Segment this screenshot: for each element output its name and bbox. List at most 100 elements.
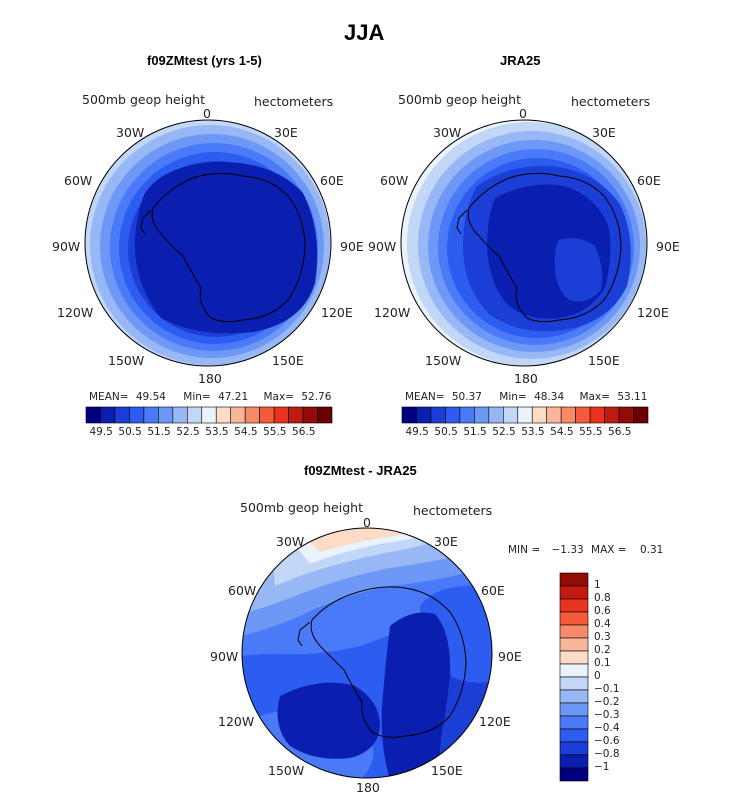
d-lon-180: 180 — [356, 780, 380, 795]
diff-units-label: hectometers — [413, 503, 493, 518]
colorbar-swatch — [430, 406, 446, 424]
p1-lon-90e: 90E — [340, 239, 364, 254]
colorbar-swatch — [215, 406, 232, 424]
diff-colorbar-swatch — [559, 689, 589, 704]
diff-colorbar-tick-label: −0.1 — [594, 683, 620, 695]
p2-lon-150w: 150W — [425, 353, 462, 368]
p2-max-label: Max= — [579, 391, 610, 403]
colorbar-tick-label: 52.5 — [492, 426, 516, 438]
colorbar-swatch — [416, 406, 432, 424]
diff-colorbar-ticks: 1 0.8 0.6 0.4 0.3 0.2 0.1 0 −0.1 −0.2 −0.3 −0.4 −0.6… — [594, 573, 654, 781]
colorbar-tick-label: 50.5 — [118, 426, 142, 438]
panel1-variable-label: 500mb geop height — [82, 92, 205, 107]
panel2-stats: MEAN= 50.37 Min= 48.34 Max= 53.11 — [405, 391, 647, 403]
p2-mean-value: 50.37 — [451, 391, 482, 403]
p2-lon-30e: 30E — [592, 125, 616, 140]
colorbar-swatch — [129, 406, 145, 424]
panel1-colorbar — [85, 406, 333, 424]
diff-colorbar — [559, 572, 589, 782]
colorbar-swatch — [502, 406, 519, 424]
colorbar-swatch — [186, 406, 203, 424]
colorbar-swatch — [546, 406, 562, 424]
colorbar-tick-label: 54.5 — [550, 426, 574, 438]
diff-colorbar-swatch — [559, 767, 589, 782]
colorbar-swatch — [445, 406, 461, 424]
p1-lon-60w: 60W — [64, 173, 93, 188]
p1-lon-30w: 30W — [116, 125, 145, 140]
colorbar-swatch — [201, 406, 217, 424]
d-lon-0: 0 — [363, 515, 371, 530]
diff-colorbar-tick-label: −0.2 — [594, 696, 620, 708]
d-lon-30w: 30W — [276, 534, 305, 549]
d-lon-90w: 90W — [210, 649, 239, 664]
diff-colorbar-swatch — [559, 585, 589, 600]
colorbar-swatch — [517, 406, 533, 424]
p2-lon-180: 180 — [514, 371, 538, 386]
colorbar-swatch — [158, 406, 174, 424]
page-title: JJA — [344, 20, 385, 45]
p2-lon-120w: 120W — [374, 305, 411, 320]
colorbar-swatch — [560, 406, 576, 424]
diff-colorbar-tick-label: 0.2 — [594, 644, 611, 656]
p1-mean-value: 49.54 — [135, 391, 166, 403]
diff-max-value: 0.31 — [639, 544, 664, 556]
p1-lon-60e: 60E — [320, 173, 344, 188]
colorbar-tick-label: 49.5 — [89, 426, 113, 438]
panel1-units-label: hectometers — [254, 94, 334, 109]
p1-lon-120e: 120E — [321, 305, 353, 320]
colorbar-tick-label: 56.5 — [292, 426, 316, 438]
colorbar-swatch — [488, 406, 504, 424]
diff-subtitle: f09ZMtest - JRA25 — [304, 463, 417, 478]
p1-lon-120w: 120W — [57, 305, 94, 320]
p2-min-label: Min= — [499, 391, 527, 403]
diff-colorbar-swatch — [559, 702, 589, 717]
p2-max-value: 53.11 — [617, 391, 648, 403]
d-lon-150e: 150E — [431, 763, 463, 778]
p1-max-value: 52.76 — [301, 391, 332, 403]
diff-max-label: MAX = — [591, 544, 627, 556]
colorbar-swatch — [85, 406, 101, 424]
colorbar-swatch — [401, 406, 417, 424]
diff-colorbar-tick-label: 0.6 — [594, 605, 611, 617]
colorbar-swatch — [143, 406, 159, 424]
colorbar-swatch — [114, 406, 130, 424]
panel1-subtitle: f09ZMtest (yrs 1-5) — [147, 53, 262, 68]
colorbar-swatch — [589, 406, 605, 424]
diff-colorbar-swatch — [559, 741, 589, 756]
diff-colorbar-swatch — [559, 676, 589, 691]
diff-colorbar-tick-label: −0.8 — [594, 748, 620, 760]
diff-min-label: MIN = — [508, 544, 541, 556]
d-lon-120w: 120W — [218, 714, 255, 729]
diff-colorbar-tick-label: −0.6 — [594, 735, 620, 747]
antarctica-coastline — [151, 172, 306, 323]
p2-mean-label: MEAN= — [405, 391, 445, 403]
p1-lon-90w: 90W — [52, 239, 81, 254]
colorbar-swatch — [244, 406, 260, 424]
colorbar-swatch — [604, 406, 620, 424]
panel2-colorbar-ticks: 49.5 50.5 51.5 52.5 53.5 54.5 55.5 56.5 — [402, 426, 648, 440]
d-lon-150w: 150W — [268, 763, 305, 778]
d-lon-60e: 60E — [481, 583, 505, 598]
p1-lon-150e: 150E — [272, 353, 304, 368]
colorbar-swatch — [288, 406, 304, 424]
diff-variable-label: 500mb geop height — [240, 500, 363, 515]
p2-lon-120e: 120E — [637, 305, 669, 320]
colorbar-swatch — [618, 406, 634, 424]
p2-lon-60e: 60E — [637, 173, 661, 188]
colorbar-swatch — [172, 406, 188, 424]
diff-colorbar-swatch — [559, 663, 589, 678]
colorbar-swatch — [100, 406, 116, 424]
diff-colorbar-tick-label: −1 — [594, 761, 610, 773]
colorbar-swatch — [459, 406, 475, 424]
p1-lon-150w: 150W — [108, 353, 145, 368]
colorbar-swatch — [302, 406, 318, 424]
p2-lon-150e: 150E — [588, 353, 620, 368]
panel2-colorbar — [401, 406, 649, 424]
p2-lon-60w: 60W — [380, 173, 409, 188]
diff-colorbar-swatch — [559, 728, 589, 743]
colorbar-tick-label: 54.5 — [234, 426, 258, 438]
colorbar-tick-label: 51.5 — [147, 426, 171, 438]
diff-colorbar-tick-label: −0.3 — [594, 709, 620, 721]
colorbar-tick-label: 53.5 — [205, 426, 229, 438]
colorbar-tick-label: 53.5 — [521, 426, 545, 438]
